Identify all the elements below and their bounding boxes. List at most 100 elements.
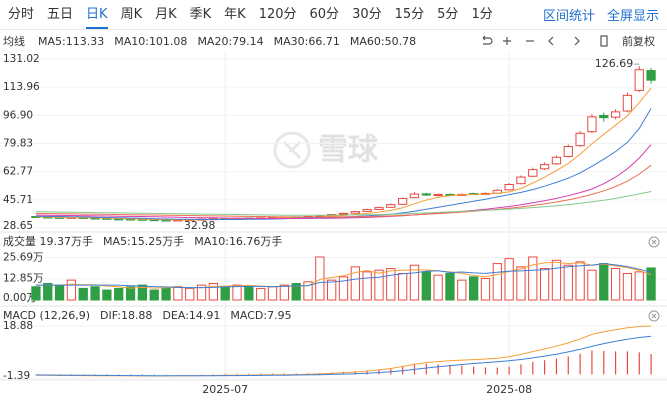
close-volume[interactable] bbox=[648, 236, 660, 248]
macd-bar bbox=[366, 370, 368, 375]
volume-bar bbox=[232, 284, 242, 301]
macd-bar bbox=[579, 353, 581, 375]
period-tab[interactable]: 5分 bbox=[437, 6, 459, 22]
period-tab[interactable]: 周K bbox=[120, 6, 143, 22]
zoom-in-icon[interactable] bbox=[503, 37, 511, 45]
volume-bar bbox=[256, 287, 266, 301]
legend-entry: MA5:113.33 bbox=[38, 35, 104, 48]
macd-bar bbox=[473, 366, 475, 375]
period-tab[interactable]: 15分 bbox=[394, 6, 425, 22]
period-tab[interactable]: 分时 bbox=[8, 6, 35, 22]
candle-body bbox=[622, 94, 633, 112]
volume-bar bbox=[362, 271, 372, 301]
volume-bar bbox=[31, 286, 41, 301]
volume-bar bbox=[398, 273, 408, 301]
settings-icon[interactable] bbox=[600, 35, 608, 47]
volume-bar bbox=[208, 282, 219, 301]
toolbar-action[interactable]: 全屏显示 bbox=[606, 9, 659, 24]
volume-bar bbox=[551, 259, 562, 301]
period-tab[interactable]: 1分 bbox=[471, 6, 493, 22]
macd-bar bbox=[650, 354, 652, 375]
y-tick-label: -1.39 bbox=[3, 370, 30, 382]
macd-bar bbox=[555, 358, 558, 375]
tool-icons[interactable] bbox=[482, 35, 608, 47]
volume-bar bbox=[327, 279, 337, 301]
legend-entry: MA10:16.76万手 bbox=[194, 234, 282, 248]
ma-line bbox=[35, 164, 652, 218]
y-tick-label: 96.90 bbox=[3, 109, 33, 121]
period-tabs: 分时 五日 日K 周K 月K 季K 年K 120分 60分 30分 15分 5分 1分 bbox=[0, 1, 493, 29]
candle-body bbox=[528, 169, 538, 177]
volume-bar bbox=[528, 256, 538, 301]
y-tick-label: 28.65 bbox=[3, 220, 33, 232]
volume-bar bbox=[563, 264, 573, 301]
legend-entry: 成交量 19.37万手 bbox=[3, 234, 93, 248]
period-tab[interactable]: 30分 bbox=[352, 6, 382, 22]
ma-line bbox=[35, 261, 652, 289]
period-tab[interactable]: 月K bbox=[155, 6, 177, 22]
legend-entry: MA20:79.14 bbox=[197, 35, 263, 48]
macd-bar bbox=[295, 373, 297, 375]
macd-bar bbox=[236, 373, 238, 375]
volume-bar bbox=[610, 268, 621, 301]
y-tick-label: 12.85万 bbox=[3, 273, 44, 285]
volume-bar bbox=[315, 256, 325, 301]
volume-bar bbox=[492, 263, 502, 301]
watermark-text: 雪球 bbox=[318, 133, 379, 168]
legend-entry: MA5:15.25万手 bbox=[103, 234, 184, 248]
adjust-mode[interactable]: 前复权 bbox=[622, 34, 655, 48]
macd-bar bbox=[591, 350, 593, 375]
macd-bar bbox=[106, 374, 108, 376]
volume-bar bbox=[244, 286, 254, 301]
volume-bar bbox=[54, 284, 65, 301]
left-icon[interactable] bbox=[548, 36, 554, 46]
volume-bar bbox=[409, 264, 420, 301]
toolbar-actions: 区间统计 全屏显示 bbox=[543, 5, 667, 24]
volume-bar bbox=[338, 276, 349, 301]
y-tick-label: 62.77 bbox=[3, 166, 33, 178]
macd-bar bbox=[153, 374, 155, 375]
watermark-logo bbox=[282, 140, 302, 160]
period-tab[interactable]: 120分 bbox=[258, 6, 297, 22]
period-tab[interactable]: 年K bbox=[224, 6, 246, 22]
volume-bar bbox=[516, 266, 526, 301]
macd-bar bbox=[567, 356, 569, 375]
period-tab[interactable]: 60分 bbox=[309, 6, 340, 22]
volume-bar bbox=[125, 286, 136, 301]
candle-body bbox=[599, 114, 609, 119]
period-tab[interactable]: 季K bbox=[189, 6, 212, 22]
volume-bar bbox=[279, 284, 289, 301]
x-tick-label: 2025-08 bbox=[486, 383, 532, 396]
x-tick-label: 2025-07 bbox=[202, 383, 248, 396]
volume-bar bbox=[220, 286, 230, 301]
volume-bar bbox=[350, 266, 360, 301]
macd-bar bbox=[271, 373, 274, 375]
volume-bar bbox=[173, 286, 183, 301]
close-macd[interactable] bbox=[648, 310, 660, 322]
legend-entry: MA30:66.71 bbox=[274, 35, 340, 48]
volume-bar bbox=[433, 274, 443, 301]
volume-bar bbox=[468, 276, 479, 301]
candle-body bbox=[350, 211, 360, 214]
toolbar-action[interactable]: 区间统计 bbox=[542, 9, 595, 24]
volume-bar bbox=[90, 286, 100, 301]
candle-body bbox=[421, 193, 431, 196]
candle-body bbox=[587, 116, 597, 133]
legend-entry: MA10:101.08 bbox=[114, 35, 187, 48]
y-tick-label: 0.00万 bbox=[3, 292, 37, 304]
macd-bar bbox=[544, 360, 546, 375]
macd-bar bbox=[425, 363, 427, 375]
y-tick-label: 18.88 bbox=[3, 320, 33, 332]
period-tab[interactable]: 日K bbox=[86, 1, 108, 29]
undo-icon[interactable] bbox=[482, 35, 493, 45]
macd-bar bbox=[378, 369, 380, 375]
volume-bar bbox=[291, 282, 301, 301]
volume-bar bbox=[646, 267, 656, 301]
candle-body bbox=[374, 207, 384, 210]
macd-bar bbox=[603, 350, 605, 375]
macd-bar bbox=[614, 351, 617, 375]
volume-bar bbox=[161, 287, 171, 301]
period-tab[interactable]: 五日 bbox=[47, 6, 74, 22]
right-icon[interactable] bbox=[574, 36, 580, 46]
